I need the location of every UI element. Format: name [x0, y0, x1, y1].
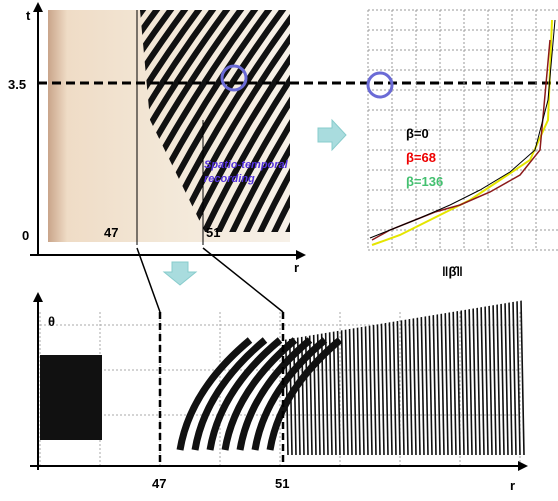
stripe	[501, 300, 504, 455]
stripe	[392, 0, 542, 250]
axis-label: r	[294, 260, 299, 275]
tick-label: 51	[275, 476, 289, 491]
stripe	[280, 0, 430, 250]
stripe	[405, 300, 408, 455]
arrow-head	[518, 461, 528, 471]
stripe	[321, 300, 324, 455]
stripe	[421, 300, 424, 455]
top-left-panel: t 3.5 0 47 51 r Spatio-temporal recordin…	[0, 0, 556, 275]
curve	[370, 20, 555, 238]
stripe	[413, 300, 416, 455]
arrow-head	[33, 292, 43, 302]
figure: t 3.5 0 47 51 r Spatio-temporal recordin…	[0, 0, 558, 496]
stripe	[329, 300, 332, 455]
legend-entry: β=136	[406, 174, 443, 189]
stripe	[317, 300, 320, 455]
stripe	[365, 300, 368, 455]
stripe	[381, 300, 384, 455]
arrow	[164, 262, 196, 285]
stripe	[361, 300, 364, 455]
recording-image	[48, 10, 290, 242]
tick-label: 47	[104, 225, 118, 240]
legend-entry: β=0	[406, 126, 429, 141]
stripe	[453, 300, 456, 455]
stripe	[425, 300, 428, 455]
annotation-box: Spatio-temporal recording	[204, 158, 294, 198]
stripe	[505, 300, 508, 455]
connector	[203, 248, 283, 312]
tick-label: 47	[152, 476, 166, 491]
stripe	[461, 300, 464, 455]
stripe	[485, 300, 488, 455]
stripe	[364, 0, 514, 250]
stripe	[378, 0, 528, 250]
stripe	[437, 300, 440, 455]
stripe	[406, 0, 556, 250]
bottom-panel: θ 47 51 r	[30, 292, 528, 493]
pattern-block	[40, 355, 102, 440]
stripe	[489, 300, 492, 455]
stripe	[417, 300, 420, 455]
stripe	[433, 300, 436, 455]
stripes	[285, 300, 524, 455]
stripe	[333, 300, 336, 455]
stripe	[469, 300, 472, 455]
stripe	[389, 300, 392, 455]
stripe	[409, 300, 412, 455]
axis-label: θ	[48, 314, 55, 329]
stripe	[294, 0, 444, 250]
arrow-head	[296, 250, 306, 260]
legend-entry: β=68	[406, 150, 436, 165]
axis-label: t	[26, 8, 31, 23]
stripe	[353, 300, 356, 455]
stripe	[377, 300, 380, 455]
stripe	[521, 300, 524, 455]
stripe	[473, 300, 476, 455]
stripe	[385, 300, 388, 455]
stripe	[350, 0, 500, 250]
stripe	[293, 300, 296, 455]
highlight-circle	[368, 73, 392, 97]
arrow	[318, 120, 346, 150]
grid	[368, 10, 558, 250]
curve	[372, 20, 552, 245]
stripe	[497, 300, 500, 455]
stripe	[336, 0, 486, 250]
stripe	[357, 300, 360, 455]
stripe	[481, 300, 484, 455]
stripe	[445, 300, 448, 455]
stripe	[313, 300, 316, 455]
stripe	[345, 300, 348, 455]
stripe	[493, 300, 496, 455]
stripe	[429, 300, 432, 455]
stripe	[309, 300, 312, 455]
annotation: Spatio-temporal recording	[204, 158, 294, 186]
stripe	[465, 300, 468, 455]
top-right-panel: β=0 β=68 β=136 ‖β̂‖	[368, 10, 558, 279]
axis-label: r	[510, 478, 515, 493]
stripe	[449, 300, 452, 455]
tick-label: 51	[206, 225, 220, 240]
stripe	[401, 300, 404, 455]
stripe	[369, 300, 372, 455]
stripe	[341, 300, 344, 455]
stripe	[509, 300, 512, 455]
stripe	[325, 300, 328, 455]
stripe	[477, 300, 480, 455]
stripe	[441, 300, 444, 455]
tick-label: 0	[22, 228, 29, 243]
stripe	[513, 300, 516, 455]
tick-label: 3.5	[8, 77, 26, 92]
connector	[137, 248, 160, 312]
axis-label: ‖β̂‖	[442, 264, 463, 279]
arrow-head	[33, 2, 43, 12]
stripe	[393, 300, 396, 455]
stripe	[322, 0, 472, 250]
stripe	[349, 300, 352, 455]
stripe	[373, 300, 376, 455]
